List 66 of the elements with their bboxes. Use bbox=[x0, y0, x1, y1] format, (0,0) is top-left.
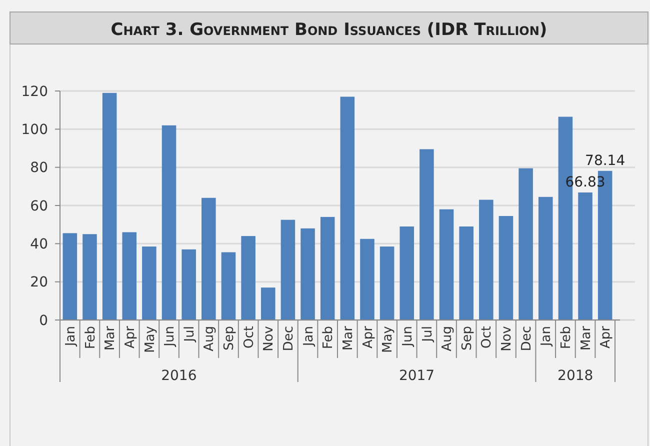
bar bbox=[122, 232, 137, 320]
y-tick-label: 80 bbox=[30, 160, 48, 176]
x-tick-label: Aug bbox=[440, 326, 456, 352]
bar bbox=[380, 246, 394, 320]
bar bbox=[360, 238, 374, 320]
bar bbox=[320, 216, 335, 320]
bar bbox=[518, 168, 533, 320]
x-tick-label: Apr bbox=[360, 325, 376, 348]
x-tick-label: Sep bbox=[460, 326, 475, 351]
data-label: 78.14 bbox=[585, 152, 626, 169]
y-tick-label: 100 bbox=[21, 122, 48, 138]
x-tick-label: Jan bbox=[539, 326, 554, 348]
x-tick-label: Apr bbox=[598, 325, 614, 348]
x-tick-label: Oct bbox=[480, 326, 495, 348]
bar bbox=[241, 236, 256, 320]
text: 2016 bbox=[161, 368, 197, 384]
x-tick-label: Oct bbox=[242, 326, 257, 348]
y-tick-label: 20 bbox=[30, 274, 48, 291]
y-tick-label: 0 bbox=[39, 312, 48, 329]
x-tick-label: Jul bbox=[182, 326, 198, 343]
bar bbox=[300, 228, 315, 320]
x-tick-label: Dec bbox=[281, 326, 296, 352]
x-tick-label: May bbox=[380, 326, 396, 353]
x-tick-label: Feb bbox=[558, 326, 574, 350]
x-tick-label: Mar bbox=[103, 325, 118, 351]
y-tick-label: 120 bbox=[21, 84, 48, 100]
x-tick-label: May bbox=[142, 326, 158, 353]
bar bbox=[62, 233, 78, 320]
bar bbox=[538, 196, 553, 320]
x-tick-label: Mar bbox=[340, 325, 356, 351]
x-tick-label: Jul bbox=[420, 326, 436, 343]
bar bbox=[102, 92, 117, 320]
x-tick-label: Sep bbox=[222, 326, 238, 351]
y-tick-label: 60 bbox=[30, 198, 48, 214]
x-tick-label: Jan bbox=[63, 326, 78, 348]
x-tick-label: Nov bbox=[262, 326, 277, 352]
x-tick-label: Dec bbox=[519, 326, 534, 352]
bar bbox=[182, 249, 196, 320]
bar bbox=[498, 216, 514, 320]
bar bbox=[82, 234, 97, 320]
y-tick-label: 40 bbox=[30, 236, 48, 253]
x-tick-label: Jan bbox=[301, 326, 316, 348]
text: 2018 bbox=[558, 368, 594, 384]
x-tick-label: Feb bbox=[321, 326, 336, 350]
bar bbox=[420, 149, 434, 320]
x-tick-label: Nov bbox=[500, 326, 515, 352]
x-tick-label: Jun bbox=[162, 326, 178, 348]
bar bbox=[400, 226, 414, 320]
x-tick-label: Jun bbox=[400, 326, 416, 348]
bar bbox=[260, 288, 276, 320]
x-tick-label: Aug bbox=[202, 326, 218, 352]
text: 2017 bbox=[398, 368, 435, 384]
bar bbox=[578, 192, 592, 320]
bar bbox=[280, 220, 296, 320]
bar bbox=[142, 246, 156, 320]
bar bbox=[479, 200, 494, 320]
bar bbox=[459, 226, 474, 320]
bar bbox=[202, 198, 216, 320]
bar bbox=[162, 125, 176, 320]
bar bbox=[221, 252, 236, 320]
x-tick-label: Apr bbox=[122, 325, 138, 348]
bar bbox=[340, 96, 355, 320]
x-tick-label: Feb bbox=[83, 326, 98, 350]
chart-title: Chart 3. Government Bond Issuances (IDR Trillion) bbox=[110, 20, 548, 40]
x-tick-label: Mar bbox=[578, 325, 594, 351]
bar bbox=[439, 209, 454, 320]
